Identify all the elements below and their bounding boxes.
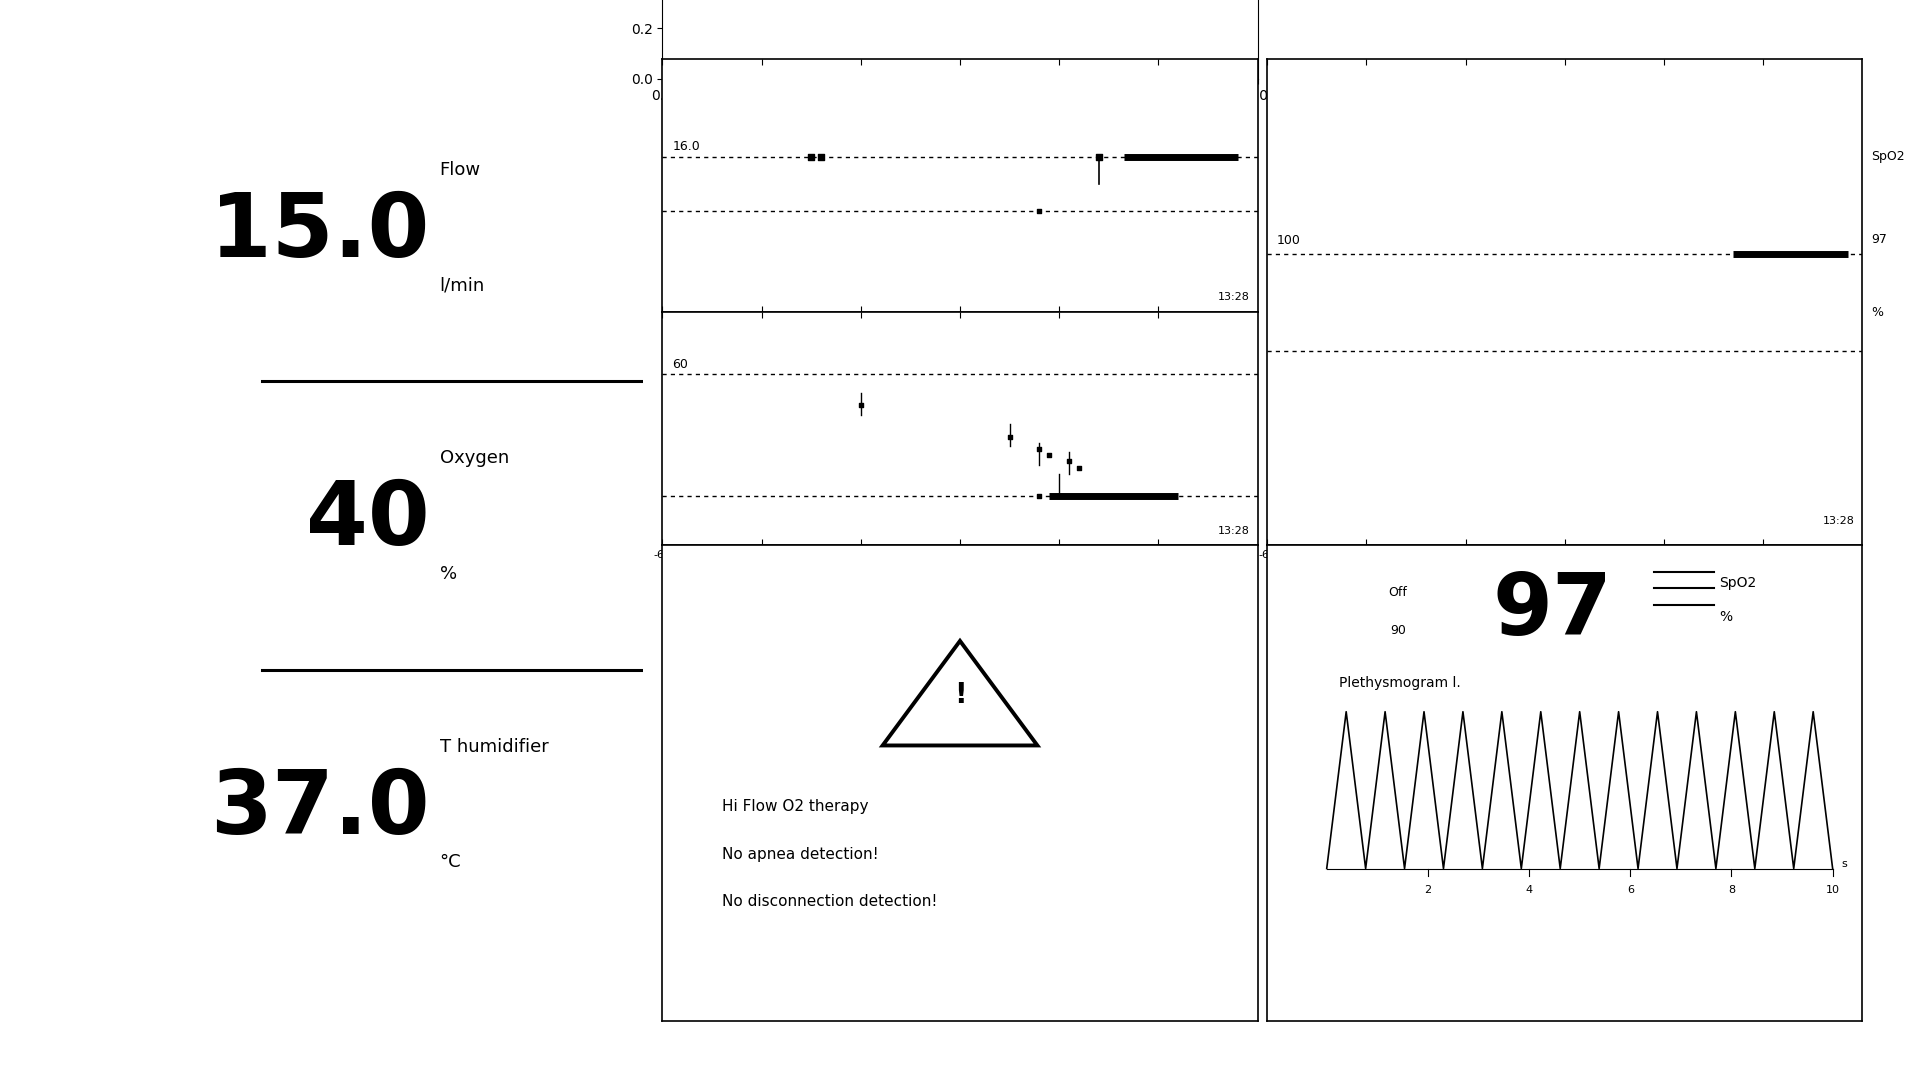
Text: %: % [1720, 610, 1732, 623]
Text: Hi Flow O2 therapy: Hi Flow O2 therapy [722, 799, 868, 814]
Text: Flow: Flow [1267, 124, 1294, 137]
Text: Oxygen: Oxygen [1267, 469, 1315, 482]
Text: l/min: l/min [1267, 204, 1298, 217]
Text: 40: 40 [305, 477, 430, 564]
Text: Off: Off [1388, 586, 1407, 599]
Text: 97: 97 [1872, 232, 1887, 246]
Point [1023, 487, 1054, 504]
Text: 37.0: 37.0 [209, 766, 430, 852]
Text: No disconnection detection!: No disconnection detection! [722, 894, 937, 909]
Text: 4: 4 [1526, 886, 1532, 895]
Text: Oxygen: Oxygen [440, 449, 509, 468]
Point [1054, 453, 1085, 470]
Text: °C: °C [440, 853, 461, 870]
Point [995, 428, 1025, 445]
Text: 13:28: 13:28 [1822, 516, 1855, 526]
Point [845, 396, 876, 414]
Text: 2: 2 [1425, 886, 1432, 895]
Text: %: % [1267, 523, 1279, 536]
Text: 14.6: 14.6 [1267, 166, 1294, 179]
Point [1064, 459, 1094, 476]
Text: T humidifier: T humidifier [440, 738, 549, 756]
Point [806, 148, 837, 165]
Text: 13:28: 13:28 [1217, 292, 1250, 302]
Text: 6: 6 [1626, 886, 1634, 895]
Text: 8: 8 [1728, 886, 1736, 895]
Text: 13:28: 13:28 [1217, 526, 1250, 536]
Text: 10: 10 [1826, 886, 1839, 895]
Text: Flow: Flow [440, 161, 480, 179]
Point [1035, 446, 1066, 463]
Point [1083, 148, 1114, 165]
Text: 60: 60 [672, 359, 687, 372]
Text: 97: 97 [1494, 570, 1613, 653]
Text: 100: 100 [1277, 234, 1302, 247]
Text: Plethysmogram l.: Plethysmogram l. [1338, 676, 1461, 690]
Text: SpO2: SpO2 [1720, 577, 1757, 591]
Point [1023, 202, 1054, 219]
Text: l/min: l/min [440, 276, 486, 294]
Text: 16.0: 16.0 [672, 140, 701, 153]
Text: !: ! [954, 681, 966, 710]
Point [1023, 441, 1054, 458]
Text: 21: 21 [1267, 497, 1283, 510]
Text: No apnea detection!: No apnea detection! [722, 847, 879, 862]
Text: s: s [1841, 859, 1847, 868]
Text: 15.0: 15.0 [209, 189, 430, 275]
Text: %: % [1872, 306, 1884, 319]
Text: %: % [440, 565, 457, 582]
Text: 90: 90 [1390, 624, 1405, 637]
Text: SpO2: SpO2 [1872, 150, 1905, 163]
Point [797, 148, 828, 165]
